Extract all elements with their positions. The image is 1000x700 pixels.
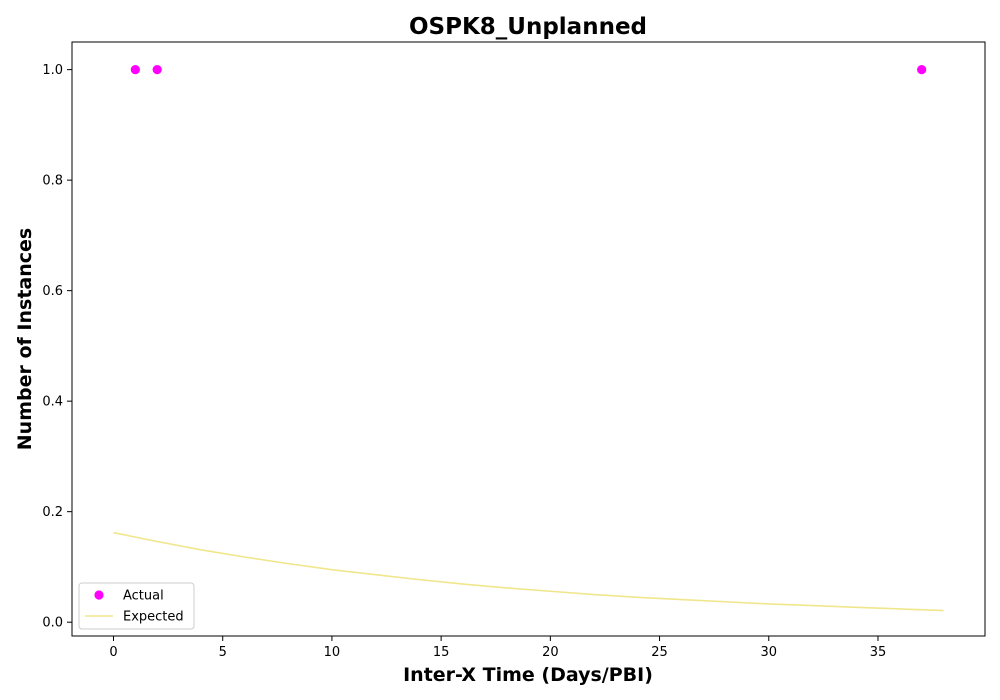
y-tick-label: 1.0: [42, 63, 63, 78]
y-tick-label: 0.2: [42, 505, 63, 520]
x-tick-label: 30: [760, 645, 777, 660]
plot-area: 0 5 10 15 20 25 30 35 0.0 0.2 0.4 0.6 0.8 1.0 Actual Ex…: [42, 41, 986, 660]
x-tick-label: 15: [433, 645, 450, 660]
legend-label-actual: Actual: [123, 589, 164, 604]
x-tick-label: 5: [219, 645, 227, 660]
x-axis-title: Inter-X Time (Days/PBI): [403, 664, 653, 686]
x-tick-label: 20: [542, 645, 559, 660]
x-tick-label: 35: [870, 645, 887, 660]
legend-marker-actual: [94, 590, 104, 600]
x-tick-label: 10: [324, 645, 341, 660]
y-tick-label: 0.4: [42, 395, 63, 410]
legend-box: [78, 582, 195, 630]
scatter-point-actual-1: [152, 65, 162, 75]
y-axis-title: Number of Instances: [14, 228, 36, 450]
series-line-expected: [113, 531, 944, 612]
scatter-point-actual-2: [917, 65, 927, 75]
y-tick-label: 0.0: [42, 616, 63, 631]
x-tick-label: 0: [109, 645, 117, 660]
y-tick-label: 0.6: [42, 284, 63, 299]
chart-title: OSPK8_Unplanned: [409, 14, 647, 40]
x-tick-label: 25: [651, 645, 668, 660]
legend-label-expected: Expected: [123, 610, 184, 625]
plot-frame: [71, 41, 986, 637]
y-tick-label: 0.8: [42, 174, 63, 189]
scatter-point-actual-0: [130, 65, 140, 75]
